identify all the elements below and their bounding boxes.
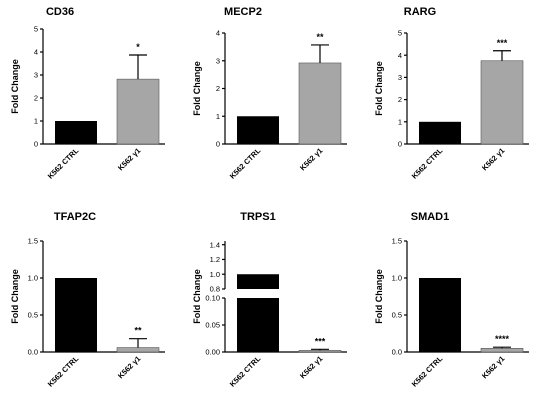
y-tick-label: 0.05 — [205, 321, 220, 330]
significance-marker: ** — [316, 32, 324, 42]
y-tick-label: 1.5 — [392, 237, 402, 246]
y-axis-label: Fold Change — [10, 59, 20, 114]
x-tick-label: K562 CTRL — [46, 354, 81, 389]
y-tick-label: 1.4 — [210, 240, 220, 249]
x-tick-label: K562 CTRL — [410, 354, 445, 389]
y-tick-label: 3 — [216, 56, 220, 65]
y-tick-label: 2 — [34, 94, 38, 103]
significance-marker: ** — [134, 326, 142, 336]
y-tick-label: 0.8 — [210, 285, 220, 294]
y-tick-label: 1.0 — [392, 274, 402, 283]
y-axis-label: Fold Change — [192, 61, 202, 116]
bar-k562-gamma1 — [298, 62, 342, 145]
x-tick-label: K562 CTRL — [410, 146, 445, 181]
chart-panel-cd36: CD36 Fold Change 0 1 2 3 4 5 K562 CTRL * K562 γ1 — [10, 6, 165, 181]
x-tick-label: K562 γ1 — [116, 146, 142, 172]
bar-k562-ctrl — [419, 278, 461, 352]
y-tick-label: 0.00 — [205, 348, 220, 357]
x-tick-label: K562 γ1 — [480, 354, 506, 380]
chart-panel-trps1: TRPS1 Fold Change 0.00 0.05 0.100.8 1.0 1.2 1.4… — [192, 211, 347, 389]
y-axis-label: Fold Change — [192, 269, 202, 324]
y-tick-label: 4 — [398, 51, 402, 60]
significance-marker: *** — [315, 336, 326, 346]
chart-title: SMAD1 — [411, 211, 450, 223]
bar-k562-gamma1 — [480, 60, 524, 145]
significance-marker: *** — [497, 38, 508, 48]
y-tick-label: 5 — [34, 25, 38, 34]
y-tick-label: 2 — [216, 84, 220, 93]
bar-k562-ctrl — [55, 278, 97, 352]
y-tick-label: 4 — [34, 48, 38, 57]
y-tick-label: 0 — [34, 140, 38, 149]
y-tick-label: 2 — [398, 95, 402, 104]
y-axis-label: Fold Change — [374, 61, 384, 116]
y-tick-label: 0.10 — [205, 294, 220, 303]
chart-title: TRPS1 — [240, 211, 275, 223]
y-axis-label: Fold Change — [374, 269, 384, 324]
significance-marker: * — [136, 42, 140, 52]
bar-k562-ctrl — [237, 116, 279, 144]
chart-title: CD36 — [46, 6, 74, 18]
y-tick-label: 3 — [34, 71, 38, 80]
chart-panel-rarg: RARG Fold Change 0 1 2 3 4 5 K562 CTRL *** K562 γ1 — [374, 6, 529, 181]
y-tick-label: 4 — [216, 29, 220, 38]
x-tick-label: K562 CTRL — [46, 146, 81, 181]
y-tick-label: 1 — [398, 117, 402, 126]
bar-k562-ctrl-upper — [237, 274, 279, 289]
x-tick-label: K562 γ1 — [298, 354, 324, 380]
y-tick-label: 0.0 — [28, 348, 38, 357]
y-tick-label: 1.0 — [28, 274, 38, 283]
bar-k562-ctrl-lower — [237, 298, 279, 352]
y-tick-label: 1 — [34, 117, 38, 126]
y-tick-label: 0.5 — [28, 311, 38, 320]
x-tick-label: K562 CTRL — [228, 354, 263, 389]
y-tick-label: 3 — [398, 73, 402, 82]
y-tick-label: 0.5 — [392, 311, 402, 320]
y-tick-label: 1.5 — [28, 237, 38, 246]
chart-panel-tfap2c: TFAP2C Fold Change 0.0 0.5 1.0 1.5 K562 CTRL **… — [10, 211, 165, 389]
y-tick-label: 0.0 — [392, 348, 402, 357]
bar-k562-gamma1 — [298, 350, 342, 353]
y-tick-label: 0 — [216, 140, 220, 149]
y-tick-label: 1.2 — [210, 255, 220, 264]
chart-panel-smad1: SMAD1 Fold Change 0.0 0.5 1.0 1.5 K562 CTRL ***… — [374, 211, 529, 389]
y-axis-label: Fold Change — [10, 269, 20, 324]
x-tick-label: K562 γ1 — [480, 146, 506, 172]
bar-k562-gamma1 — [480, 347, 524, 353]
chart-title: MECP2 — [224, 6, 262, 18]
x-tick-label: K562 γ1 — [116, 354, 142, 380]
x-tick-label: K562 CTRL — [228, 146, 263, 181]
bar-k562-ctrl — [419, 121, 461, 144]
significance-marker: **** — [495, 334, 510, 344]
y-tick-label: 1.0 — [210, 270, 220, 279]
chart-panel-mecp2: MECP2 Fold Change 0 1 2 3 4 K562 CTRL ** K562 γ1 — [192, 6, 347, 181]
chart-title: TFAP2C — [54, 211, 96, 223]
bar-k562-gamma1 — [116, 78, 160, 145]
chart-title: RARG — [404, 6, 436, 18]
x-tick-label: K562 γ1 — [298, 146, 324, 172]
bar-k562-ctrl — [55, 121, 97, 144]
y-tick-label: 1 — [216, 112, 220, 121]
y-tick-label: 5 — [398, 29, 402, 38]
bar-k562-gamma1 — [116, 347, 160, 353]
y-tick-label: 0 — [398, 140, 402, 149]
